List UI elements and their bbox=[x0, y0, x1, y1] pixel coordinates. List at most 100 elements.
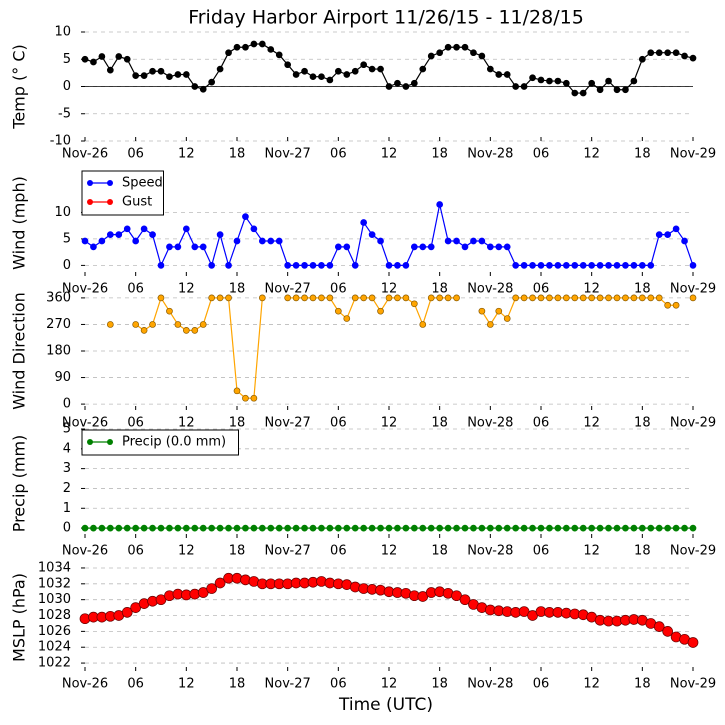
data-point bbox=[596, 294, 604, 302]
data-point bbox=[613, 524, 621, 532]
x-tick-label: 12 bbox=[583, 416, 600, 431]
x-tick-label: 06 bbox=[533, 282, 550, 297]
data-point bbox=[343, 315, 351, 322]
y-tick-label: 180 bbox=[46, 344, 71, 359]
data-point bbox=[225, 49, 232, 57]
x-tick-label: 18 bbox=[634, 147, 651, 162]
data-point bbox=[98, 53, 106, 60]
data-point bbox=[537, 294, 545, 302]
x-tick-label: 18 bbox=[634, 677, 651, 692]
data-point bbox=[242, 43, 249, 51]
data-point bbox=[275, 51, 283, 59]
data-point bbox=[571, 89, 579, 97]
x-tick-label: 06 bbox=[330, 282, 347, 297]
data-point bbox=[132, 237, 140, 245]
data-point bbox=[106, 231, 114, 239]
data-point bbox=[115, 231, 123, 239]
x-tick-label: 12 bbox=[178, 416, 195, 431]
data-point bbox=[199, 524, 207, 532]
x-tick-label: Nov-26 bbox=[62, 416, 108, 431]
data-point bbox=[115, 524, 123, 532]
data-point bbox=[309, 524, 317, 532]
data-point bbox=[529, 262, 536, 269]
data-point bbox=[368, 65, 376, 73]
data-point bbox=[664, 524, 672, 532]
data-point bbox=[537, 262, 545, 269]
data-point bbox=[410, 79, 418, 87]
x-tick-label: 18 bbox=[431, 282, 448, 297]
data-point bbox=[571, 262, 579, 269]
x-tick-label: 06 bbox=[533, 677, 550, 692]
data-point bbox=[242, 394, 249, 402]
data-point bbox=[503, 243, 511, 251]
data-point bbox=[90, 524, 97, 532]
x-tick-label: 06 bbox=[330, 544, 347, 559]
data-point bbox=[554, 262, 562, 269]
data-point bbox=[385, 83, 393, 90]
data-point bbox=[166, 307, 173, 315]
legend-box bbox=[81, 170, 164, 216]
data-point bbox=[208, 524, 216, 532]
x-tick-label: 18 bbox=[431, 677, 448, 692]
data-point bbox=[622, 294, 629, 302]
x-tick-label: 12 bbox=[583, 282, 600, 297]
data-point bbox=[351, 524, 359, 532]
x-tick-label: Nov-29 bbox=[670, 544, 716, 559]
data-point bbox=[233, 43, 241, 51]
x-tick-label: 06 bbox=[127, 147, 144, 162]
data-point bbox=[554, 294, 562, 302]
data-point bbox=[436, 524, 444, 532]
x-tick-label: Nov-28 bbox=[467, 677, 513, 692]
data-point bbox=[638, 262, 646, 269]
data-point bbox=[655, 294, 663, 302]
x-tick-label: 18 bbox=[229, 544, 246, 559]
y-axis-label: Wind (mph) bbox=[10, 176, 29, 270]
data-point bbox=[402, 524, 410, 532]
data-point bbox=[360, 61, 368, 69]
data-point bbox=[318, 294, 325, 302]
x-tick-label: Nov-26 bbox=[62, 544, 108, 559]
data-point bbox=[486, 524, 494, 532]
data-point bbox=[579, 294, 587, 302]
data-point bbox=[258, 237, 266, 245]
data-point bbox=[605, 262, 612, 269]
data-point bbox=[360, 294, 368, 302]
data-point bbox=[689, 262, 697, 269]
legend-marker bbox=[107, 199, 113, 205]
legend-marker bbox=[87, 180, 93, 186]
data-point bbox=[562, 262, 570, 269]
data-point bbox=[554, 77, 562, 85]
data-point bbox=[267, 237, 275, 245]
y-tick-label: 5 bbox=[63, 422, 71, 437]
data-point bbox=[292, 294, 300, 302]
data-point bbox=[662, 626, 674, 637]
data-point bbox=[275, 237, 283, 245]
x-tick-label: 06 bbox=[533, 147, 550, 162]
data-point bbox=[503, 71, 511, 78]
data-point bbox=[478, 52, 486, 60]
data-point bbox=[453, 524, 460, 532]
data-point bbox=[571, 524, 579, 532]
x-tick-label: 06 bbox=[533, 416, 550, 431]
data-point bbox=[427, 52, 435, 60]
data-point bbox=[470, 237, 477, 245]
data-point bbox=[106, 524, 114, 532]
data-point bbox=[444, 237, 452, 245]
x-tick-label: 12 bbox=[178, 544, 195, 559]
data-point bbox=[579, 262, 587, 269]
x-tick-label: 18 bbox=[229, 147, 246, 162]
data-point bbox=[520, 524, 528, 532]
data-point bbox=[242, 524, 249, 532]
data-point bbox=[132, 524, 140, 532]
data-point bbox=[377, 307, 384, 315]
data-point bbox=[140, 524, 148, 532]
data-point bbox=[360, 524, 368, 532]
data-point bbox=[140, 225, 148, 233]
data-point bbox=[638, 524, 646, 532]
x-tick-label: 12 bbox=[381, 282, 398, 297]
data-point bbox=[647, 262, 655, 269]
data-point bbox=[453, 43, 460, 51]
data-point bbox=[106, 66, 114, 74]
x-tick-label: Nov-26 bbox=[62, 282, 108, 297]
data-point bbox=[427, 524, 435, 532]
